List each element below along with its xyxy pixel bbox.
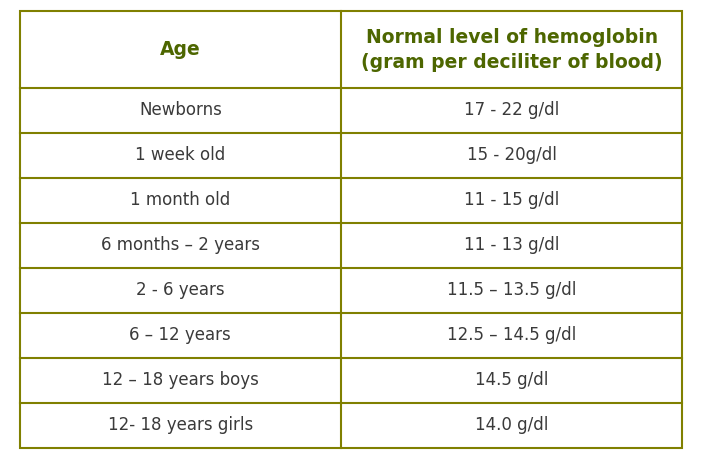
Text: 15 - 20g/dl: 15 - 20g/dl xyxy=(467,146,557,164)
Text: Normal level of hemoglobin
(gram per deciliter of blood): Normal level of hemoglobin (gram per dec… xyxy=(361,28,663,72)
Text: Age: Age xyxy=(160,40,201,59)
Text: 1 week old: 1 week old xyxy=(135,146,225,164)
Text: 14.0 g/dl: 14.0 g/dl xyxy=(475,416,548,434)
Text: Newborns: Newborns xyxy=(139,101,222,119)
Text: 11.5 – 13.5 g/dl: 11.5 – 13.5 g/dl xyxy=(447,281,576,299)
Text: 6 months – 2 years: 6 months – 2 years xyxy=(101,236,260,254)
Text: 12.5 – 14.5 g/dl: 12.5 – 14.5 g/dl xyxy=(447,326,576,344)
Text: 1 month old: 1 month old xyxy=(131,191,230,209)
Text: 17 - 22 g/dl: 17 - 22 g/dl xyxy=(464,101,559,119)
Text: 14.5 g/dl: 14.5 g/dl xyxy=(475,371,548,389)
Text: 12 – 18 years boys: 12 – 18 years boys xyxy=(102,371,259,389)
Text: 11 - 13 g/dl: 11 - 13 g/dl xyxy=(464,236,559,254)
Text: 6 – 12 years: 6 – 12 years xyxy=(129,326,231,344)
Text: 12- 18 years girls: 12- 18 years girls xyxy=(107,416,253,434)
Text: 2 - 6 years: 2 - 6 years xyxy=(136,281,225,299)
Text: 11 - 15 g/dl: 11 - 15 g/dl xyxy=(464,191,559,209)
